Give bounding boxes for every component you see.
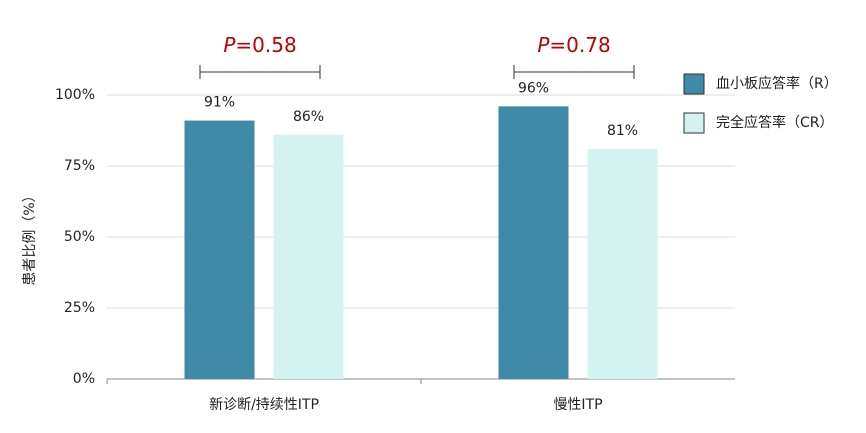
legend-label: 血小板应答率（R） [716,75,838,92]
y-tick-label: 50% [64,229,95,245]
bar [273,134,344,379]
legend-swatch [683,73,705,95]
x-tick-label: 慢性ITP [553,396,602,413]
value-label: 81% [607,123,638,139]
value-label: 96% [518,80,549,96]
y-tick-label: 25% [64,300,95,316]
y-tick-label: 100% [55,87,95,103]
bar [587,148,658,379]
value-label: 86% [293,109,324,125]
bar [498,106,569,380]
p-value-annotation: P=0.78 [537,33,610,57]
y-tick-label: 0% [73,371,95,387]
x-tick-label: 新诊断/持续性ITP [209,396,319,413]
value-label: 91% [204,95,235,111]
y-axis-label: 患者比例（%） [22,188,38,285]
legend-label: 完全应答率（CR） [716,114,834,131]
p-value-annotation: P=0.58 [223,33,296,57]
bar [184,120,255,379]
legend-swatch [683,112,705,134]
y-tick-label: 75% [64,158,95,174]
